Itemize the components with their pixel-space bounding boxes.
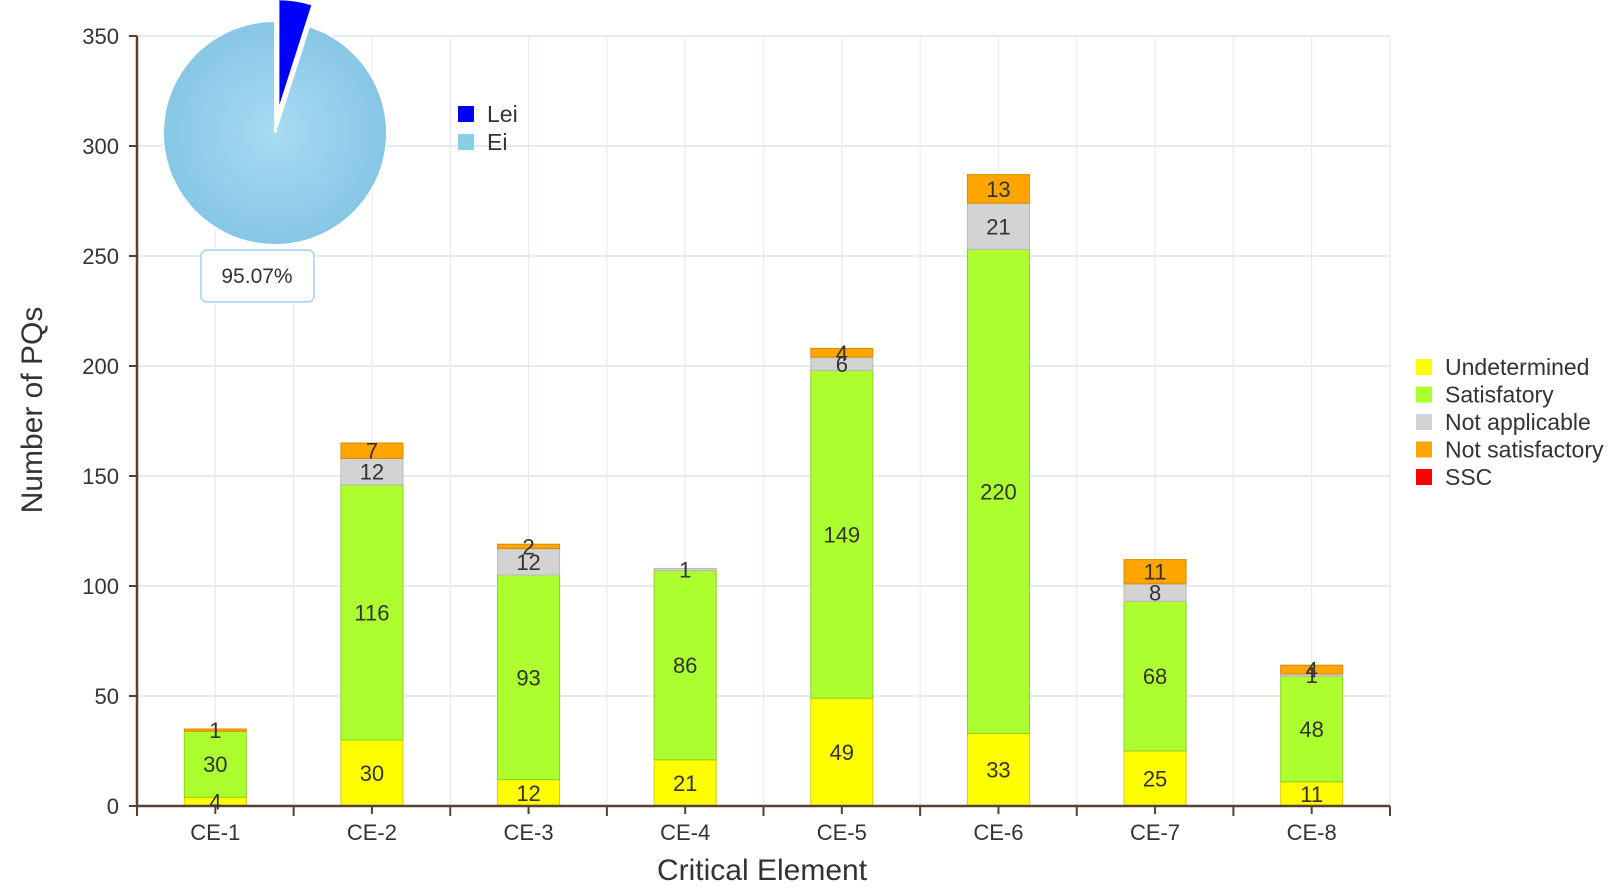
pie-legend-label: Ei xyxy=(487,129,507,155)
bar-label: 7 xyxy=(366,439,378,464)
bar-segment xyxy=(1123,600,1187,752)
bar-segment xyxy=(1123,559,1187,585)
bar-label: 4 xyxy=(836,341,848,366)
legend-label: Not applicable xyxy=(1445,409,1591,435)
bar-label: 21 xyxy=(986,214,1010,239)
bar-label: 116 xyxy=(354,600,389,625)
bar-label: 12 xyxy=(516,781,540,806)
bar-label: 30 xyxy=(360,761,384,786)
bar-segment xyxy=(653,759,717,807)
bar-label: 48 xyxy=(1299,717,1323,742)
bar-segment xyxy=(1280,675,1344,783)
bar-segment xyxy=(810,369,874,699)
legend-swatch xyxy=(1416,359,1432,375)
legend-swatch xyxy=(1416,386,1432,403)
pie-legend-label: Lei xyxy=(487,101,518,127)
y-tick-label: 100 xyxy=(82,574,119,599)
bar-label: 68 xyxy=(1143,664,1167,689)
pie-percent-label: 95.07% xyxy=(221,265,292,288)
bar-segment xyxy=(497,574,561,781)
y-tick-label: 0 xyxy=(107,794,119,819)
y-tick-label: 300 xyxy=(82,134,119,159)
x-tick-label: CE-3 xyxy=(504,820,554,845)
bar-label: 93 xyxy=(516,665,540,690)
bar-label: 6 xyxy=(836,352,848,377)
bar-segment xyxy=(1280,664,1344,675)
bar-label: 8 xyxy=(1149,581,1161,606)
bar-segment xyxy=(340,484,404,741)
bars xyxy=(183,174,1344,807)
legend-swatch xyxy=(1416,441,1432,458)
bar-segment xyxy=(653,570,717,761)
bar-segment xyxy=(810,347,874,358)
legend-label: Satisfatory xyxy=(1445,382,1554,408)
x-tick-label: CE-4 xyxy=(660,820,710,845)
bar-label: 1 xyxy=(209,718,221,743)
y-tick-label: 200 xyxy=(82,354,119,379)
bar-label: 12 xyxy=(516,550,540,575)
legend-label: Not satisfactory xyxy=(1445,437,1604,463)
bar-label: 30 xyxy=(203,752,227,777)
bar-segment xyxy=(966,732,1030,807)
y-tick-label: 350 xyxy=(82,24,119,49)
bar-segment xyxy=(1123,750,1187,807)
pie-legend-swatch xyxy=(458,106,474,122)
legend-swatch xyxy=(1416,414,1432,430)
x-tick-label: CE-6 xyxy=(973,820,1023,845)
bar-label: 33 xyxy=(986,758,1010,783)
data-labels: 4301301161271293122218614914964332202113… xyxy=(203,177,1324,815)
bar-label: 49 xyxy=(830,740,854,765)
pie-slice xyxy=(277,0,314,112)
bar-label: 12 xyxy=(360,460,384,485)
bar-segment xyxy=(340,442,404,459)
bar-segment xyxy=(966,174,1030,204)
bar-label: 2 xyxy=(522,534,534,559)
bar-label: 86 xyxy=(673,653,697,678)
axes: 0 50 100 150 200 250 300 350 CE-1 CE-2 CE-3 CE-4 CE-… xyxy=(82,24,1391,845)
bar-label: 11 xyxy=(1144,560,1167,585)
legend-swatch xyxy=(1416,469,1432,485)
x-tick-label: CE-2 xyxy=(347,820,397,845)
pie-slice xyxy=(162,19,388,246)
y-tick-label: 150 xyxy=(82,464,119,489)
x-tick-label: CE-1 xyxy=(190,820,240,845)
x-tick-label: CE-7 xyxy=(1130,820,1180,845)
bar-segment xyxy=(1280,781,1344,807)
y-tick-label: 250 xyxy=(82,244,119,269)
bar-label: 1 xyxy=(1306,663,1318,688)
legend-label: SSC xyxy=(1445,464,1492,490)
bar-label: 149 xyxy=(823,522,860,547)
bar-segment xyxy=(497,779,561,807)
y-tick-label: 50 xyxy=(95,684,119,709)
bar-segment xyxy=(966,202,1030,250)
bar-label: 13 xyxy=(986,177,1010,202)
bar-label: 11 xyxy=(1300,782,1323,807)
bar-label: 25 xyxy=(1143,767,1167,792)
bar-segment xyxy=(497,543,561,550)
bar-segment xyxy=(183,728,247,732)
bar-label: 220 xyxy=(980,479,1017,504)
bar-label: 4 xyxy=(1306,658,1318,683)
x-axis-title: Critical Element xyxy=(657,854,868,887)
pie-legend-swatch xyxy=(458,134,474,150)
bar-label: 4 xyxy=(209,790,221,815)
x-tick-label: CE-5 xyxy=(817,820,867,845)
bar-segment xyxy=(966,248,1030,734)
bar-label: 21 xyxy=(673,771,697,796)
bar-segment xyxy=(810,697,874,807)
bar-segment xyxy=(653,567,717,572)
pie-label-box xyxy=(200,249,315,303)
y-axis-title: Number of PQs xyxy=(16,307,49,514)
legend-label: Undetermined xyxy=(1445,354,1589,380)
bar-label: 1 xyxy=(679,558,691,583)
x-tick-label: CE-8 xyxy=(1287,820,1337,845)
